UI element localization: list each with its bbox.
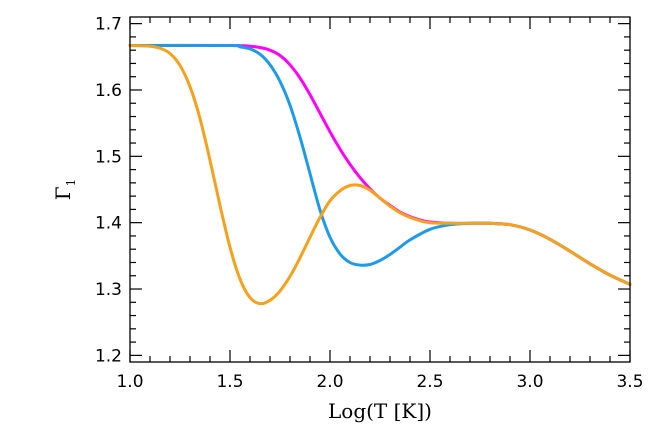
labels-layer: 1.0 1.5 2.0 2.5 3.0 3.5 1.2 1.3 1.4 1.5 1.6 1.7 (95, 15, 644, 392)
y-tick-label: 1.3 (95, 280, 122, 300)
series-line-2 (128, 43, 632, 286)
series-line-1 (128, 43, 632, 286)
x-tick-label: 2.5 (416, 372, 443, 392)
x-tick-label: 1.0 (116, 372, 143, 392)
x-tick-label: 3.5 (616, 372, 643, 392)
y-axis-title: Γ1 (51, 179, 78, 201)
y-tick-label: 1.6 (95, 81, 122, 101)
y-tick-label: 1.7 (95, 15, 122, 35)
series-layer (128, 43, 632, 306)
y-tick-label: 1.4 (95, 214, 122, 234)
plot-frame (129, 16, 631, 363)
x-tick-label: 1.5 (216, 372, 243, 392)
x-axis-title: Log(T [K]) (328, 399, 432, 423)
y-tick-label: 1.5 (95, 147, 122, 167)
ticks-layer (129, 17, 631, 362)
series-line-3 (128, 44, 632, 306)
x-tick-label: 3.0 (516, 372, 543, 392)
x-tick-label: 2.0 (316, 372, 343, 392)
y-tick-label: 1.2 (95, 346, 122, 366)
